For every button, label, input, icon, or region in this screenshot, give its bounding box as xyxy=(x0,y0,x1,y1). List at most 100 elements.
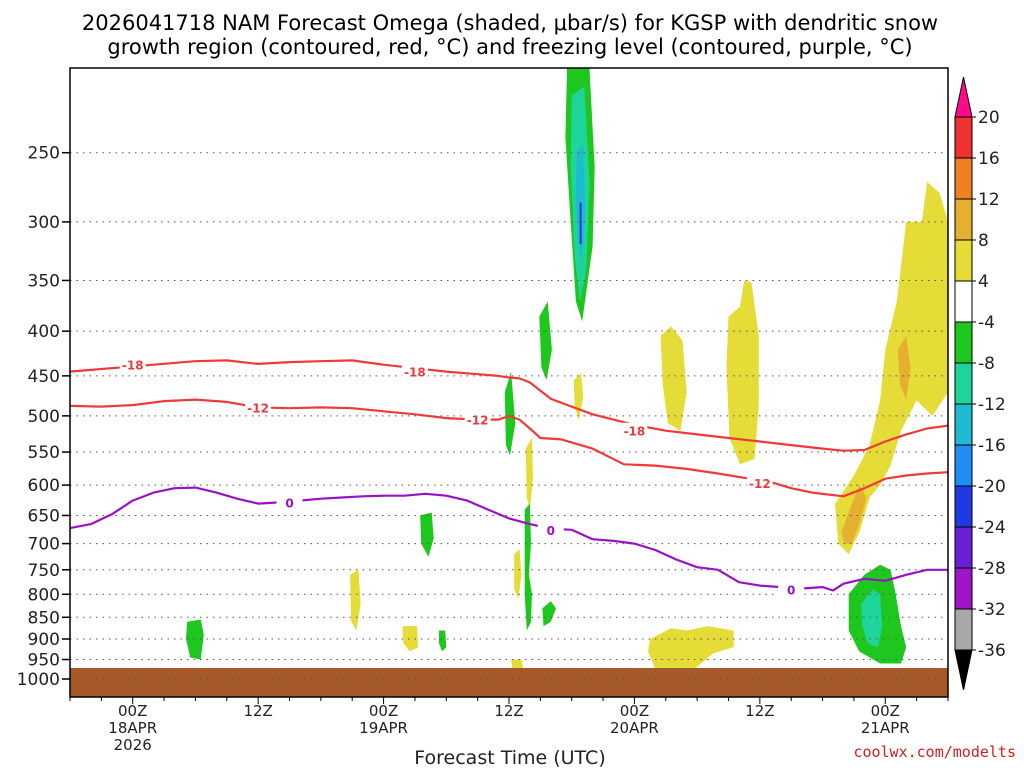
contour-label-bg xyxy=(464,411,491,427)
chart-title-line-2: growth region (contoured, red, °C) and f… xyxy=(107,35,912,59)
colorbar-band-3 xyxy=(954,198,973,241)
contour-label-bg xyxy=(746,475,773,491)
omega-region-18 xyxy=(402,626,419,652)
contour-label: -18 xyxy=(122,359,144,373)
omega-region-22 xyxy=(648,626,734,676)
contour-label: 0 xyxy=(285,496,293,510)
xtick-label-12-0: 12Z xyxy=(243,702,272,720)
ytick-label-800: 800 xyxy=(28,585,60,605)
ytick-label-1000: 1000 xyxy=(17,670,60,690)
colorbar-label-3: 8 xyxy=(978,231,989,251)
contour-label-bg xyxy=(245,399,272,415)
ytick-label-450: 450 xyxy=(28,367,60,387)
xtick-label-24-1: 19APR xyxy=(359,719,408,737)
colorbar-band-12 xyxy=(954,567,973,610)
colorbar-label-13: -36 xyxy=(978,641,1006,661)
contour-label: -12 xyxy=(467,414,489,428)
omega-region-16 xyxy=(542,601,556,627)
omega-region-17 xyxy=(350,569,361,631)
ytick-label-850: 850 xyxy=(28,608,60,628)
contour-label: -18 xyxy=(404,366,426,380)
colorbar-label-5: -4 xyxy=(978,313,995,333)
omega-region-7 xyxy=(525,438,533,510)
contour-label-bg xyxy=(537,521,564,537)
contour-label: 0 xyxy=(787,584,795,598)
ytick-label-750: 750 xyxy=(28,561,60,581)
contour-layer: -18 -18 -18 -12 -12 -12 0 0 0 xyxy=(70,356,948,598)
ytick-label-250: 250 xyxy=(28,144,60,164)
colorbar-band-7 xyxy=(954,362,973,405)
omega-colorbar: 20 16 12 8 4 -4 -8 -12 -16 -20 -24 -28 -32 -36 xyxy=(954,76,1006,691)
colorbar-band-11 xyxy=(954,526,973,569)
colorbar-band-1 xyxy=(954,116,973,159)
ytick-label-900: 900 xyxy=(28,630,60,650)
omega-region-12 xyxy=(897,335,911,401)
contour-label: -12 xyxy=(749,477,771,491)
omega-region-14 xyxy=(514,549,522,599)
contour-label: 0 xyxy=(547,524,555,538)
colorbar-label-11: -28 xyxy=(978,559,1006,579)
colorbar-label-2: 12 xyxy=(978,190,1000,210)
ytick-label-650: 650 xyxy=(28,506,60,526)
colorbar-band-2 xyxy=(954,157,973,200)
xtick-label-0-1: 18APR xyxy=(108,719,157,737)
omega-region-15 xyxy=(524,503,532,631)
ytick-label-950: 950 xyxy=(28,651,60,671)
xtick-label-48-1: 20APR xyxy=(610,719,659,737)
xtick-label-72-1: 21APR xyxy=(861,719,910,737)
xtick-label-72-0: 00Z xyxy=(871,702,900,720)
contour-label: -18 xyxy=(624,425,646,439)
x-axis-title: Forecast Time (UTC) xyxy=(414,747,605,768)
colorbar-band-6 xyxy=(954,321,973,364)
xtick-label-60-0: 12Z xyxy=(745,702,774,720)
omega-region-4 xyxy=(539,301,552,381)
plot-area: -18 -18 -18 -12 -12 -12 0 0 0 xyxy=(69,67,949,698)
omega-region-9 xyxy=(726,280,759,465)
ytick-label-700: 700 xyxy=(28,535,60,555)
colorbar-band-10 xyxy=(954,485,973,528)
xtick-label-36-0: 12Z xyxy=(494,702,523,720)
colorbar-label-12: -32 xyxy=(978,600,1006,620)
omega-shading-layer xyxy=(186,68,948,676)
omega-region-5 xyxy=(573,373,584,420)
contour-label-bg xyxy=(119,356,146,372)
colorbar-band-9 xyxy=(954,444,973,487)
omega-region-10 xyxy=(835,181,948,555)
contour-line-1 xyxy=(70,359,948,452)
xtick-label-0-0: 00Z xyxy=(118,702,147,720)
colorbar-label-0: 20 xyxy=(978,108,1000,128)
xtick-label-0-2: 2026 xyxy=(114,736,152,754)
ytick-label-300: 300 xyxy=(28,213,60,233)
source-credit: coolwx.com/modelts xyxy=(853,743,1016,761)
contour-line-3 xyxy=(70,486,948,592)
ytick-label-400: 400 xyxy=(28,322,60,342)
colorbar-band-13 xyxy=(954,608,973,651)
ytick-label-350: 350 xyxy=(28,271,60,291)
omega-region-13 xyxy=(420,512,434,557)
omega-region-8 xyxy=(660,326,687,431)
ytick-label-600: 600 xyxy=(28,476,60,496)
omega-region-24 xyxy=(861,589,883,648)
omega-region-11 xyxy=(841,485,867,544)
colorbar-band-8 xyxy=(954,403,973,446)
contour-label-bg xyxy=(621,422,648,438)
colorbar-label-10: -24 xyxy=(978,518,1006,538)
colorbar-band-4 xyxy=(954,239,973,282)
ytick-label-500: 500 xyxy=(28,407,60,427)
contour-label: -12 xyxy=(247,401,269,415)
xtick-label-48-0: 00Z xyxy=(620,702,649,720)
ground-terrain xyxy=(70,668,948,697)
chart-title-line-1: 2026041718 NAM Forecast Omega (shaded, μ… xyxy=(82,11,938,35)
omega-region-6 xyxy=(504,371,516,456)
omega-region-19 xyxy=(439,630,447,652)
colorbar-label-7: -12 xyxy=(978,395,1006,415)
contour-label-bg xyxy=(778,581,805,597)
contour-label-bg xyxy=(276,494,303,510)
y-axis-pressure: 2503003504004505005506006507007508008509… xyxy=(17,144,70,690)
contour-label-bg xyxy=(401,363,428,379)
colorbar-label-8: -16 xyxy=(978,436,1006,456)
colorbar-cap-top xyxy=(954,76,973,118)
colorbar-label-4: 4 xyxy=(978,272,989,292)
